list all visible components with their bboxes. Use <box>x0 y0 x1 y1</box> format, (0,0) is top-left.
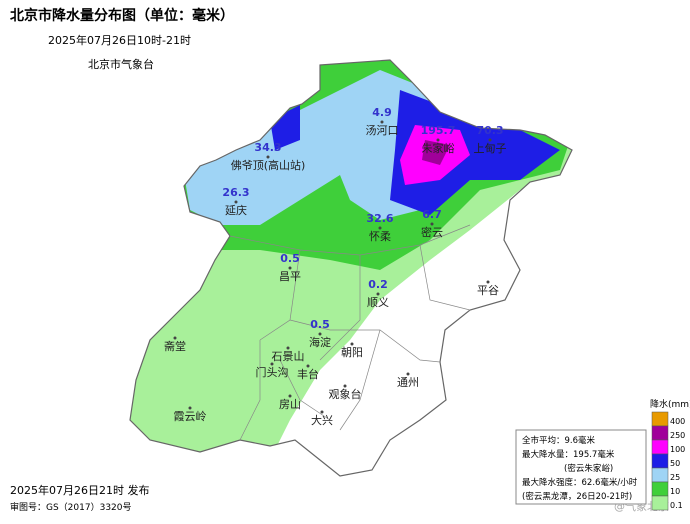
place-name: 朝阳 <box>341 346 363 359</box>
station-value: 34.3 <box>254 141 281 154</box>
place-name: 大兴 <box>311 413 333 427</box>
time-range: 2025年07月26日10时-21时 <box>48 33 191 47</box>
station-dot <box>488 138 492 142</box>
place-dot <box>288 394 292 398</box>
legend-swatch <box>651 467 669 483</box>
map-content: 34.3 佛爷顶(高山站) 26.3 延庆 4.9 汤河口 195.7 朱家峪 70.3 上甸子 3… <box>164 106 685 511</box>
legend-swatch <box>651 425 669 441</box>
place-name: 丰台 <box>297 367 319 381</box>
place-name: 通州 <box>397 376 419 389</box>
place-dot <box>406 372 410 376</box>
place-dot <box>270 362 274 366</box>
station-name: 怀柔 <box>369 230 391 243</box>
station-dot <box>376 292 380 296</box>
station-name: 延庆 <box>225 203 247 217</box>
station-dot <box>288 266 292 270</box>
station-value: 4.9 <box>372 106 392 119</box>
station-value: 0.5 <box>280 252 300 265</box>
station-value: 195.7 <box>421 124 456 137</box>
station-value: 0.2 <box>368 278 388 291</box>
place-name: 斋堂 <box>164 339 186 353</box>
approval: 审图号：GS（2017）3320号 <box>10 501 132 513</box>
station-name: 顺义 <box>367 296 389 309</box>
place-name: 平谷 <box>477 284 499 297</box>
place-name: 石景山 <box>272 350 305 363</box>
station-name: 海淀 <box>309 335 331 349</box>
legend-swatch <box>651 481 669 497</box>
legend-level: 25 <box>670 473 680 482</box>
stats-line: 最大降水量：195.7毫米 <box>522 449 615 460</box>
stats-line: (密云朱家峪) <box>564 463 613 474</box>
legend-level: 400 <box>670 417 685 426</box>
stats-line: 最大降水强度：62.6毫米/小时 <box>522 477 638 488</box>
station-dot <box>436 138 440 142</box>
station-dot <box>266 155 270 159</box>
issued: 2025年07月26日21时 发布 <box>10 483 149 497</box>
station-name: 朱家峪 <box>422 141 455 155</box>
legend-level: 10 <box>670 487 680 496</box>
place-name: 房山 <box>279 398 301 411</box>
source: 北京市气象台 <box>88 57 154 71</box>
station-name: 上甸子 <box>474 142 507 155</box>
legend-level: 100 <box>670 445 685 454</box>
legend-swatch <box>651 411 669 427</box>
station-value: 0.5 <box>310 318 330 331</box>
place-dot <box>188 406 192 410</box>
place-dot <box>306 364 310 368</box>
stats-box <box>515 429 647 505</box>
legend-title: 降水(mm) <box>650 398 690 410</box>
legend-level: 250 <box>670 431 685 440</box>
place-dot <box>350 342 354 346</box>
station-dot <box>318 332 322 336</box>
station-dot <box>234 200 238 204</box>
place-dot <box>173 336 177 340</box>
place-name: 门头沟 <box>256 365 289 379</box>
station-dot <box>430 222 434 226</box>
station-name: 佛爷顶(高山站) <box>231 158 306 172</box>
place-name: 观象台 <box>329 387 362 401</box>
station-dot <box>380 120 384 124</box>
station-name: 昌平 <box>279 270 301 283</box>
station-value: 26.3 <box>222 186 249 199</box>
stats-line: 全市平均：9.6毫米 <box>522 435 596 446</box>
legend-swatch <box>651 453 669 469</box>
station-value: 70.3 <box>476 124 503 137</box>
station-name: 汤河口 <box>366 123 399 137</box>
place-dot <box>486 280 490 284</box>
place-dot <box>286 346 290 350</box>
legend-swatch <box>651 439 669 455</box>
station-value: 32.6 <box>366 212 393 225</box>
place-dot <box>320 410 324 414</box>
station-name: 密云 <box>421 225 443 239</box>
legend-level: 50 <box>670 459 680 468</box>
title: 北京市降水量分布图（单位：毫米） <box>10 7 234 24</box>
station-value: 6.7 <box>422 208 442 221</box>
district-borders <box>229 224 471 441</box>
place-name: 霞云岭 <box>174 409 207 423</box>
stats-line: (密云黑龙潭，26日20-21时) <box>522 491 632 502</box>
legend-level: 0.1 <box>670 501 683 510</box>
place-dot <box>343 384 347 388</box>
legend-swatch <box>651 495 669 511</box>
station-dot <box>378 226 382 230</box>
